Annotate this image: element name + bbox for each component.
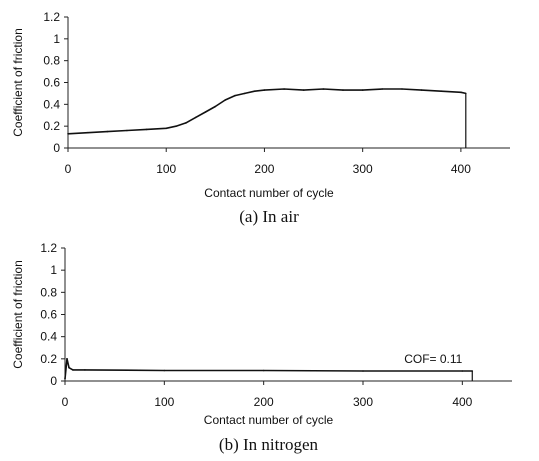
x-tick-label: 300 [353,162,373,176]
data-point [461,370,464,372]
data-point [465,92,467,95]
data-point [66,358,68,360]
y-tick-label: 0.2 [40,352,57,366]
data-point [283,88,285,90]
x-tick-label: 0 [62,395,69,409]
data-point [68,366,70,369]
data-point [145,128,148,131]
data-point [67,133,69,135]
data-point [244,92,246,95]
data-point [86,131,89,134]
x-tick-label: 200 [254,162,274,176]
data-point [302,89,305,91]
data-point [165,127,167,130]
y-tick-label: 0 [53,141,60,155]
data-line-series-0 [67,88,466,135]
x-tick-label: 300 [353,395,373,409]
x-axis-title: Contact number of cycle [204,413,334,427]
data-point [263,89,266,91]
y-tick-label: 0.6 [43,76,60,90]
y-axis-title: Coefficient of friction [11,28,25,137]
data-point [185,122,187,124]
cof-annotation: COF= 0.11 [404,352,462,366]
y-axis-title: Coefficient of friction [11,260,25,369]
x-tick-label: 100 [154,395,174,409]
data-point [322,88,325,90]
data-point [420,89,423,91]
data-point [381,88,384,90]
data-point [361,89,364,91]
chart-panel-nitrogen: 0 0.2 0.4 0.6 0.8 1 1.2 0 100 200 300 400 Contact nu… [11,241,512,454]
data-point [214,105,217,108]
y-tick-label: 0.4 [43,97,60,111]
y-tick-label: 1.2 [43,10,60,24]
data-point [440,90,443,92]
data-point [401,88,403,90]
data-point [460,91,462,94]
data-point [362,370,364,372]
chart-panel-air: 0 0.2 0.4 0.6 0.8 1 1.2 0 100 200 300 400 Contact nu… [11,10,510,226]
y-tick-label: 0.8 [43,54,60,68]
data-line-series-0 [64,358,473,379]
x-tick-label: 400 [452,395,472,409]
x-tick-label: 0 [65,162,72,176]
data-point [72,369,74,371]
x-tick-label: 400 [451,162,471,176]
data-point [262,369,265,372]
data-point [342,89,344,91]
data-point [234,94,236,97]
data-point [194,116,197,119]
y-tick-label: 0 [50,374,57,388]
y-tick-label: 1.2 [40,241,57,255]
x-axis-title: Contact number of cycle [204,186,334,200]
data-point [471,370,474,372]
data-point [253,90,256,92]
data-point [224,99,226,101]
y-tick-label: 0.4 [40,330,57,344]
x-tick-label: 100 [156,162,176,176]
y-tick-label: 1 [50,263,57,277]
data-point [126,129,128,132]
data-point [106,130,109,133]
x-tick-label: 200 [254,395,274,409]
data-point [204,111,207,113]
figure-caption: (b) In nitrogen [219,435,319,454]
y-tick-label: 1 [53,32,60,46]
data-point [84,369,86,371]
y-tick-label: 0.6 [40,308,57,322]
data-point [64,378,66,380]
y-tick-label: 0.2 [43,119,60,133]
data-point [163,369,166,372]
data-point [175,125,177,127]
y-tick-label: 0.8 [40,285,57,299]
figure-caption: (a) In air [239,207,299,226]
